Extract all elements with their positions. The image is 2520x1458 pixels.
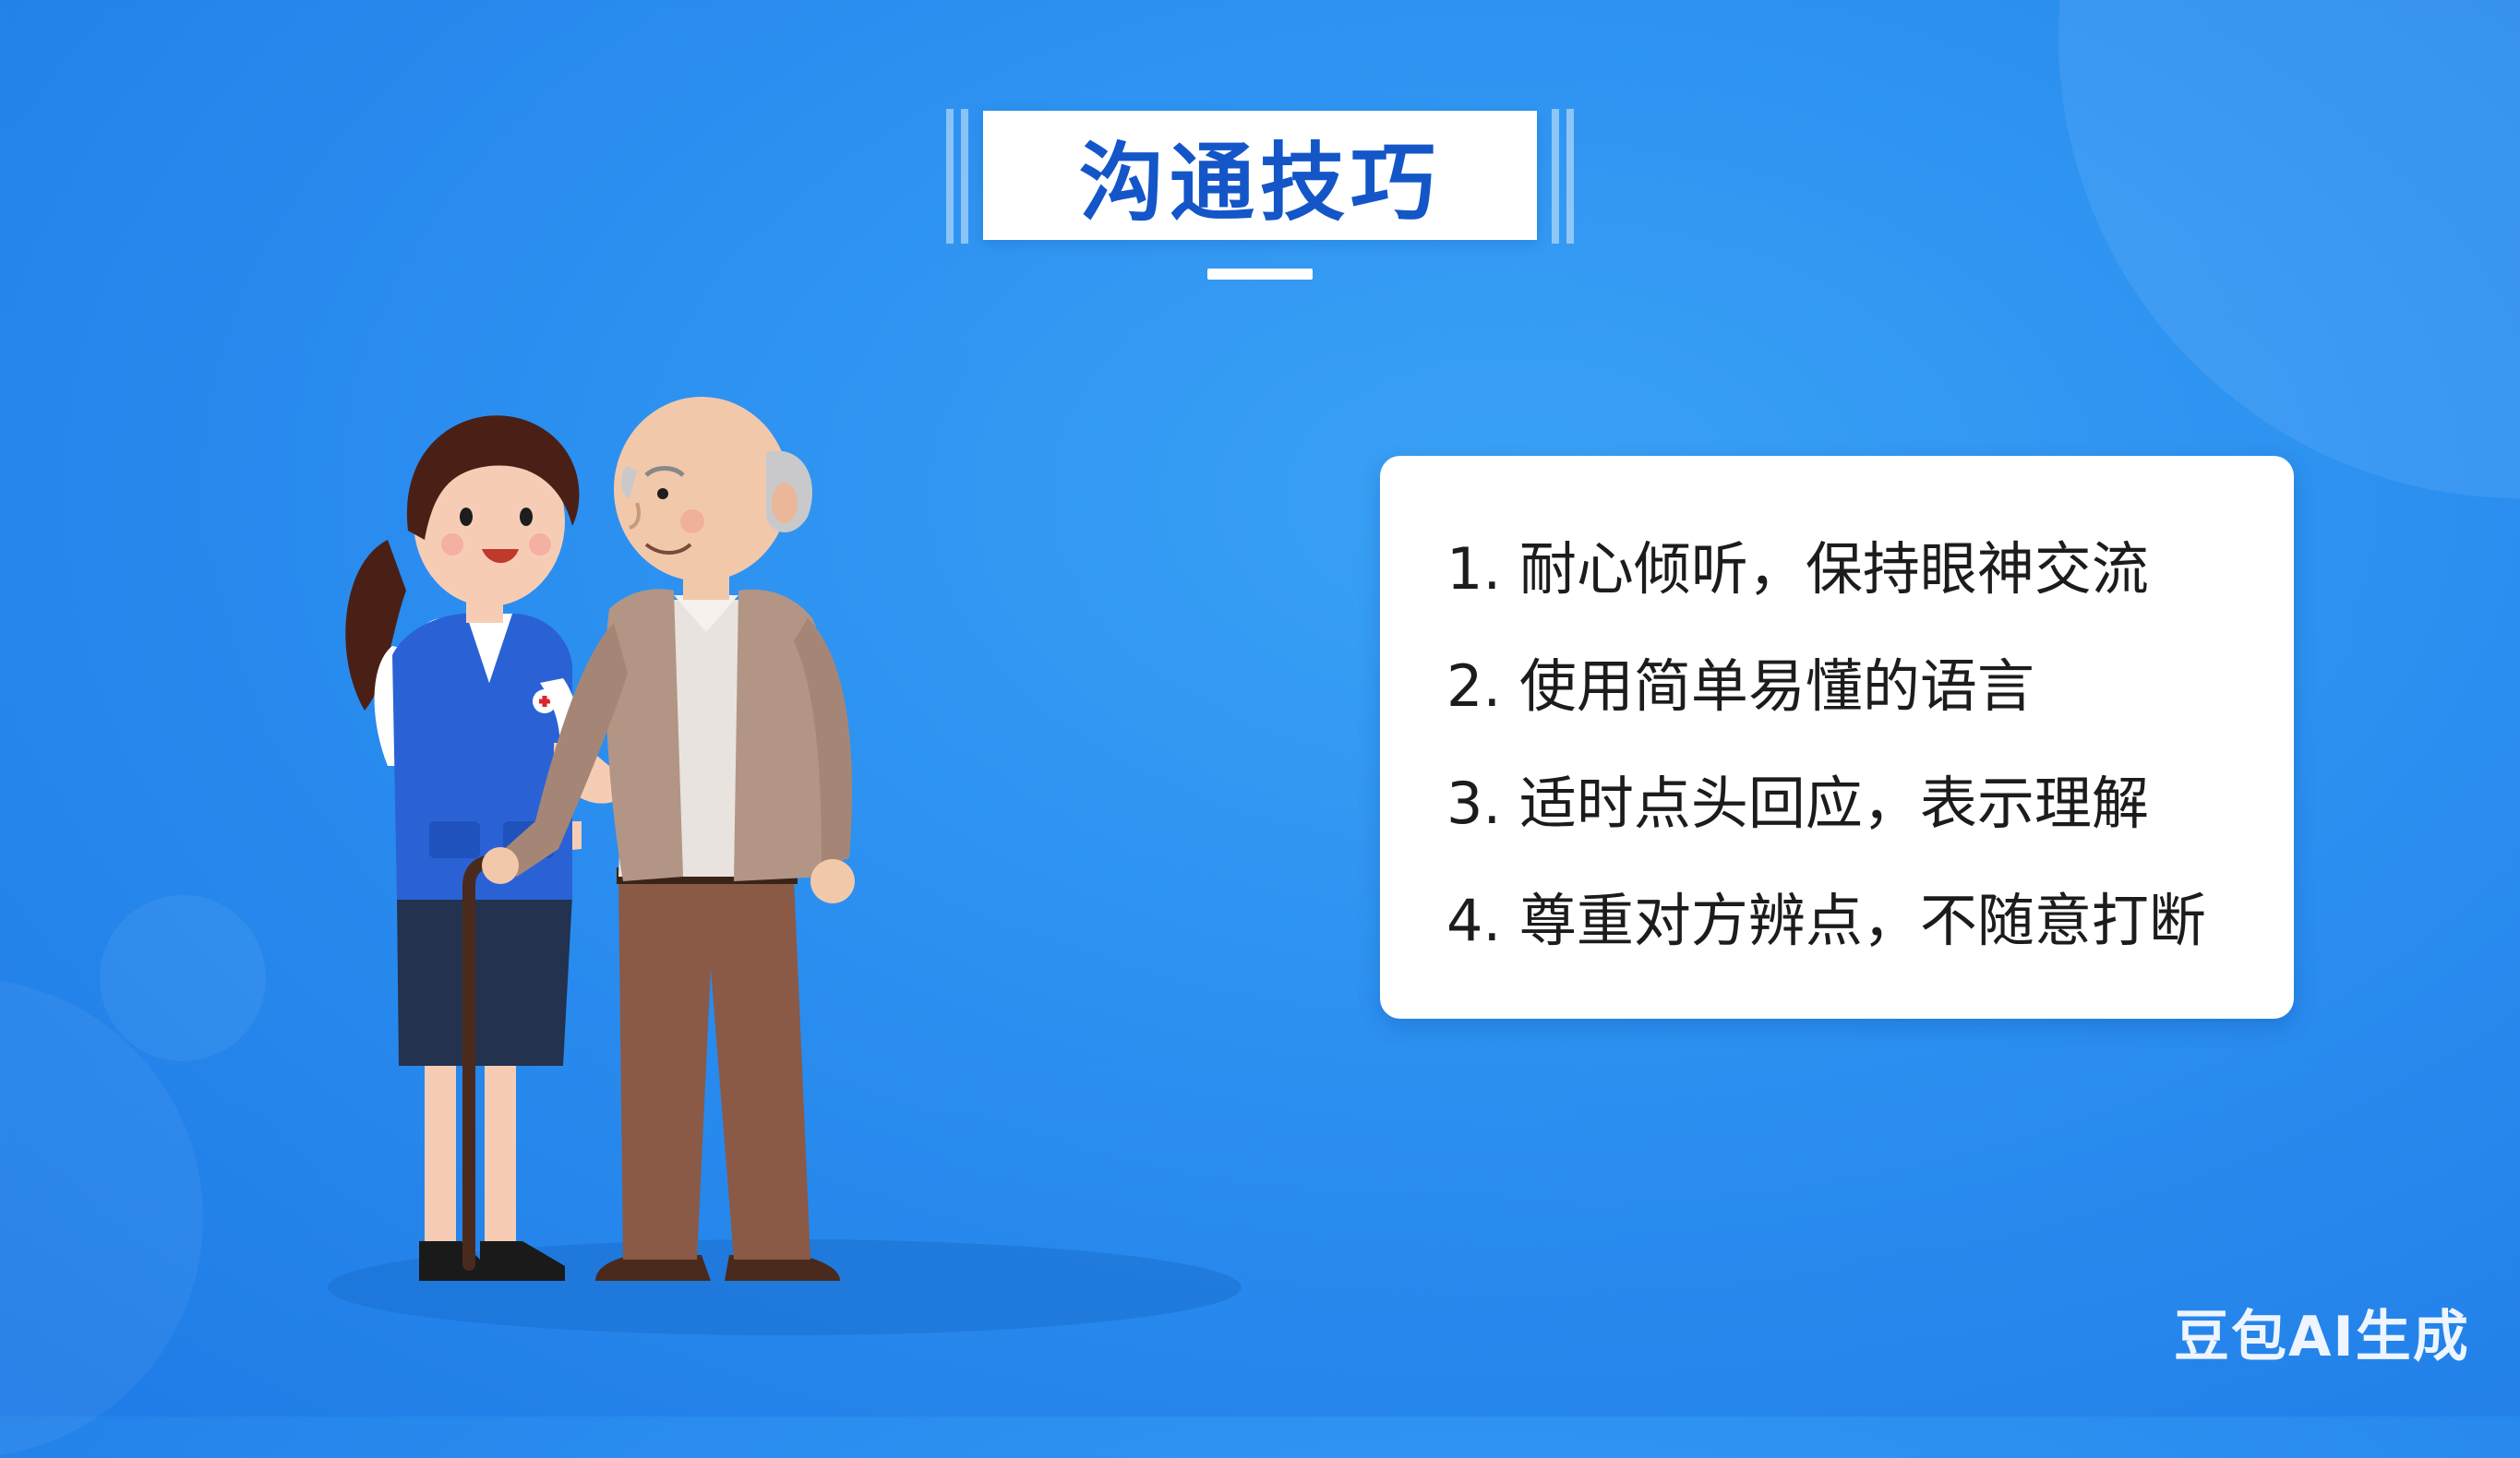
decorative-circle-top-right: [2058, 0, 2520, 498]
title-side-bar: [961, 109, 968, 244]
tips-card: 1. 耐心倾听，保持眼神交流 2. 使用简单易懂的语言 3. 适时点头回应，表示…: [1380, 456, 2294, 1019]
title-side-bar: [946, 109, 954, 244]
watermark: 豆包AI生成: [2174, 1305, 2470, 1369]
title-side-bar: [1566, 109, 1574, 244]
decorative-circle-bottom-left: [100, 895, 266, 1061]
tip-item: 4. 尊重对方辨点，不随意打断: [1446, 887, 2206, 954]
elderly-man-with-cane-icon: [462, 397, 855, 1281]
title-side-bar: [1552, 109, 1559, 244]
page-title: 沟通技巧: [1078, 133, 1441, 233]
title-banner: 沟通技巧: [946, 109, 1574, 244]
tip-item: 3. 适时点头回应，表示理解: [1446, 770, 2149, 837]
illustration: [328, 397, 1242, 1335]
tip-item: 1. 耐心倾听，保持眼神交流: [1446, 535, 2149, 603]
title-underline: [1207, 269, 1313, 280]
tip-item: 2. 使用简单易懂的语言: [1446, 652, 2034, 720]
title-box: 沟通技巧: [983, 111, 1537, 240]
